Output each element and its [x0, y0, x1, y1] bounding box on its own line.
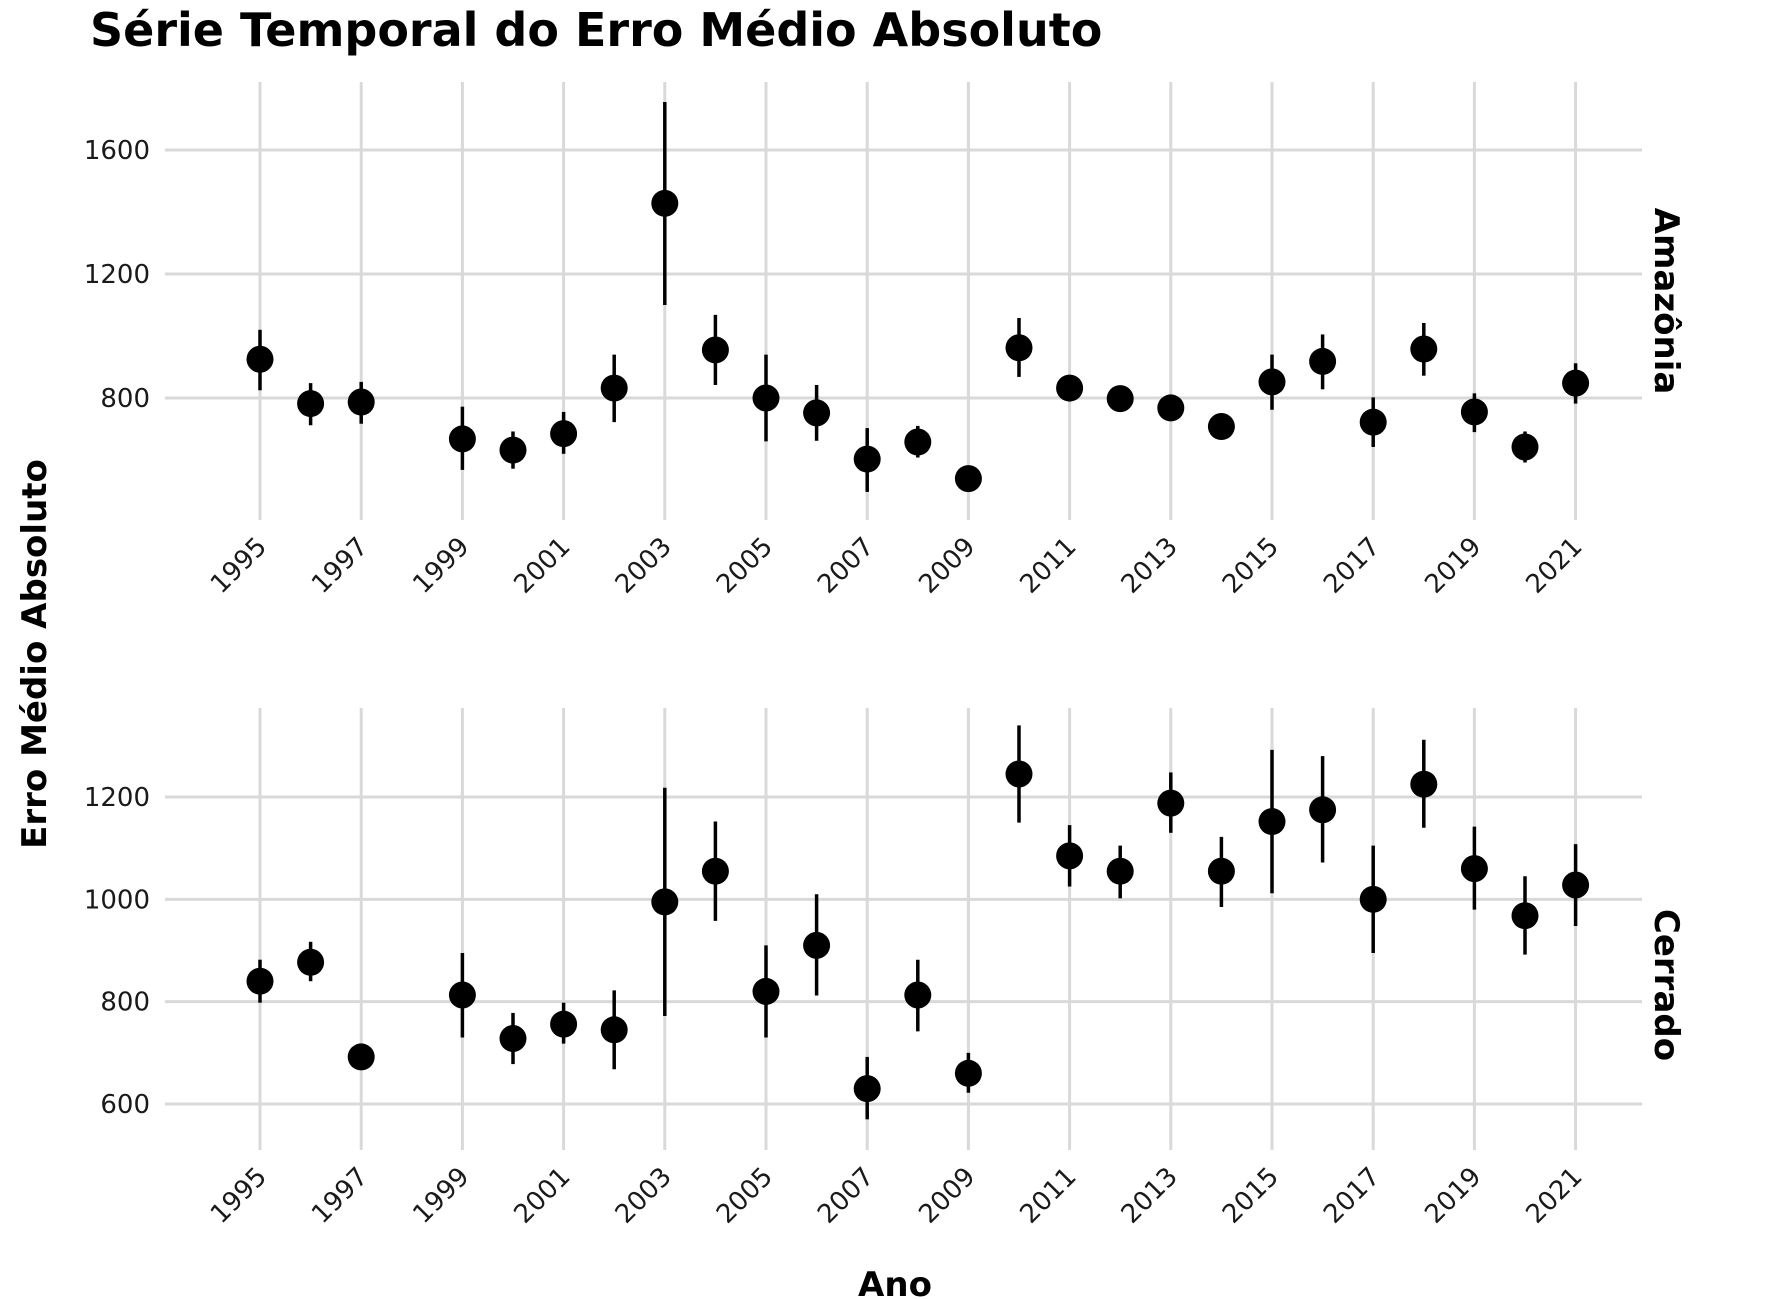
x-tick-label: 1995	[205, 1162, 273, 1230]
data-point	[1259, 808, 1286, 835]
data-point	[904, 429, 931, 456]
x-tick-label: 1997	[306, 1162, 374, 1230]
x-tick-label: 2017	[1318, 1162, 1386, 1230]
x-tick-label: 2003	[610, 532, 678, 600]
x-tick-label: 2009	[913, 1162, 981, 1230]
data-point	[955, 465, 982, 492]
data-point	[753, 385, 780, 412]
data-point	[1512, 433, 1539, 460]
data-point	[500, 437, 527, 464]
y-tick-label: 800	[100, 988, 150, 1018]
x-tick-label: 2015	[1217, 1162, 1285, 1230]
data-point	[297, 390, 324, 417]
x-tick-label: 2007	[812, 532, 880, 600]
data-point	[1006, 760, 1033, 787]
data-point	[601, 1016, 628, 1043]
data-point	[1056, 375, 1083, 402]
data-point	[247, 346, 274, 373]
panels: 800 1200 1600 1995 1997 1999 2001 2003 2005 2007 2…	[84, 82, 1686, 1230]
x-tick-label: 2019	[1419, 1162, 1487, 1230]
x-tick-label: 2007	[812, 1162, 880, 1230]
x-tick-label: 2011	[1015, 1162, 1083, 1230]
data-point	[1360, 409, 1387, 436]
data-point	[348, 389, 375, 416]
data-point	[1259, 368, 1286, 395]
x-tick-label: 2015	[1217, 532, 1285, 600]
data-point	[449, 982, 476, 1009]
data-point	[702, 858, 729, 885]
y-tick-label: 1200	[84, 260, 150, 290]
x-tick-label: 2001	[509, 1162, 577, 1230]
data-point	[1157, 790, 1184, 817]
data-point	[651, 190, 678, 217]
chart-title: Série Temporal do Erro Médio Absoluto	[90, 3, 1102, 57]
x-tick-label: 2013	[1116, 1162, 1184, 1230]
y-axis-title: Erro Médio Absoluto	[15, 459, 55, 849]
x-tick-label: 2001	[509, 532, 577, 600]
data-point	[904, 982, 931, 1009]
data-point	[1208, 858, 1235, 885]
data-point	[854, 446, 881, 473]
y-tick-label: 1200	[84, 783, 150, 813]
data-point	[601, 375, 628, 402]
data-point	[1360, 886, 1387, 913]
x-tick-label: 1999	[407, 532, 475, 600]
data-point	[1107, 385, 1134, 412]
data-point	[651, 888, 678, 915]
x-axis-title: Ano	[858, 1265, 932, 1299]
x-tick-label: 2009	[913, 532, 981, 600]
data-point	[1410, 771, 1437, 798]
facet-strip-label: Amazônia	[1646, 208, 1686, 395]
data-point	[1562, 872, 1589, 899]
x-tick-label: 1995	[205, 532, 273, 600]
data-point	[955, 1060, 982, 1087]
x-tick-label: 2011	[1015, 532, 1083, 600]
panel-cerrado: 600 800 1000 1200 1995 1997 1999 2001 2003 2005 20…	[84, 708, 1686, 1230]
data-point	[1309, 796, 1336, 823]
data-point	[247, 968, 274, 995]
data-point	[702, 336, 729, 363]
data-point	[1208, 413, 1235, 440]
x-tick-label: 1997	[306, 532, 374, 600]
data-point	[854, 1075, 881, 1102]
x-tick-label: 1999	[407, 1162, 475, 1230]
data-point	[500, 1025, 527, 1052]
y-tick-label: 1000	[84, 885, 150, 915]
x-tick-label: 2019	[1419, 532, 1487, 600]
data-point	[803, 399, 830, 426]
data-point	[348, 1043, 375, 1070]
data-point	[803, 932, 830, 959]
data-point	[1006, 334, 1033, 361]
x-tick-label: 2017	[1318, 532, 1386, 600]
data-point	[753, 978, 780, 1005]
x-tick-label: 2005	[711, 532, 779, 600]
data-point	[1107, 858, 1134, 885]
y-tick-label: 1600	[84, 136, 150, 166]
data-point	[1056, 842, 1083, 869]
y-tick-label: 600	[100, 1090, 150, 1120]
x-tick-label: 2013	[1116, 532, 1184, 600]
x-tick-label: 2005	[711, 1162, 779, 1230]
data-point	[1512, 902, 1539, 929]
data-point	[1157, 394, 1184, 421]
x-tick-label: 2021	[1521, 532, 1589, 600]
data-point	[550, 420, 577, 447]
data-point	[297, 949, 324, 976]
data-point	[1461, 855, 1488, 882]
data-point	[1461, 398, 1488, 425]
data-point	[550, 1011, 577, 1038]
y-tick-label: 800	[100, 384, 150, 414]
data-point	[449, 425, 476, 452]
data-point	[1309, 348, 1336, 375]
facet-strip-label: Cerrado	[1646, 909, 1686, 1061]
x-tick-label: 2003	[610, 1162, 678, 1230]
x-tick-label: 2021	[1521, 1162, 1589, 1230]
data-point	[1562, 370, 1589, 397]
panel-amazônia: 800 1200 1600 1995 1997 1999 2001 2003 2005 2007 2…	[84, 82, 1686, 600]
data-point	[1410, 336, 1437, 363]
